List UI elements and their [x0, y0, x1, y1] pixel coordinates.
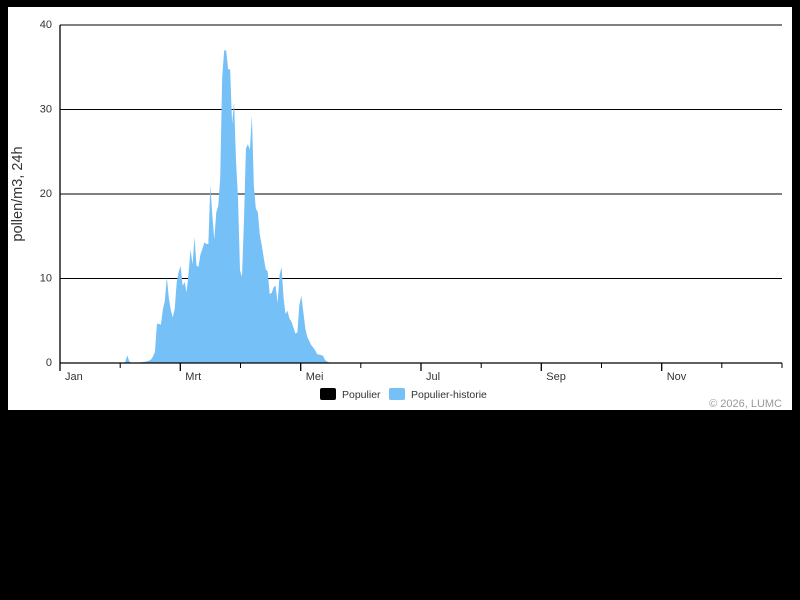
- svg-text:Mrt: Mrt: [185, 371, 201, 383]
- svg-text:0: 0: [46, 357, 52, 369]
- svg-text:pollen/m3, 24h: pollen/m3, 24h: [10, 146, 26, 241]
- svg-text:Jul: Jul: [426, 371, 440, 383]
- svg-text:40: 40: [40, 19, 52, 31]
- svg-text:Jan: Jan: [65, 371, 83, 383]
- svg-text:30: 30: [40, 104, 52, 116]
- svg-text:Sep: Sep: [546, 371, 566, 383]
- svg-text:Populier-historie: Populier-historie: [411, 389, 487, 401]
- svg-text:Populier: Populier: [342, 389, 381, 401]
- svg-text:Nov: Nov: [667, 371, 687, 383]
- svg-text:20: 20: [40, 188, 52, 200]
- svg-text:Mei: Mei: [306, 371, 324, 383]
- svg-text:© 2026, LUMC: © 2026, LUMC: [709, 398, 782, 410]
- svg-text:10: 10: [40, 273, 52, 285]
